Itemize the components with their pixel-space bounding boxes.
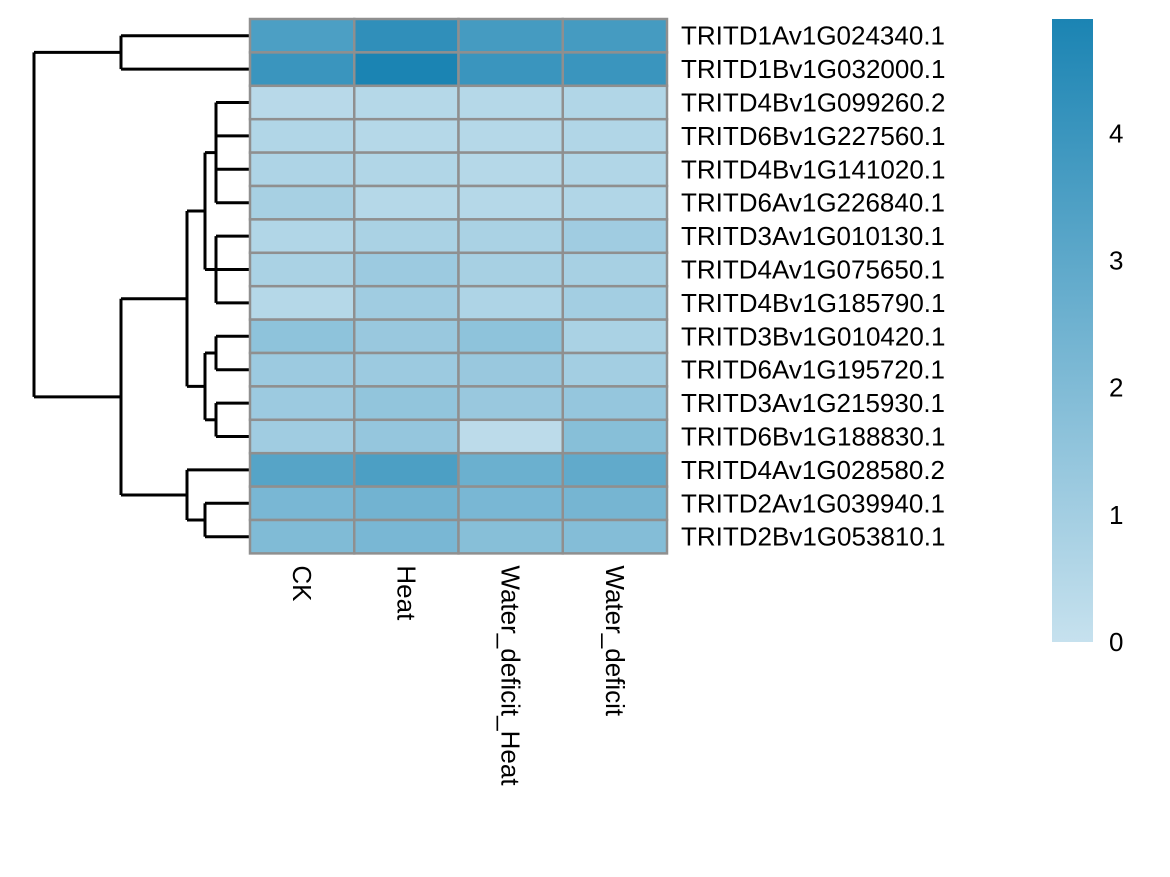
row-dendrogram xyxy=(32,34,249,539)
color-legend: 0 1 2 3 4 xyxy=(1052,19,1123,657)
heatmap-cell xyxy=(353,84,460,121)
heatmap-cell xyxy=(353,351,460,388)
heatmap-cell xyxy=(561,51,669,88)
heatmap-cell xyxy=(248,318,356,355)
heatmap-cell xyxy=(561,418,669,455)
heatmap-cell xyxy=(561,117,669,154)
heatmap-cells xyxy=(248,17,669,555)
heatmap-cell xyxy=(353,485,460,522)
heatmap-cell xyxy=(457,418,564,455)
row-label: TRITD2Av1G039940.1 xyxy=(681,488,945,518)
heatmap-cell xyxy=(561,518,669,555)
heatmap-cell xyxy=(248,385,356,422)
row-label: TRITD6Bv1G227560.1 xyxy=(681,121,945,151)
column-label: Heat xyxy=(391,565,421,621)
row-label: TRITD4Bv1G141020.1 xyxy=(681,154,945,184)
heatmap-cell xyxy=(561,351,669,388)
heatmap-cell xyxy=(248,117,356,154)
heatmap-cell xyxy=(353,518,460,555)
heatmap-cell xyxy=(561,485,669,522)
heatmap-cell xyxy=(561,84,669,121)
heatmap-cell xyxy=(457,117,564,154)
heatmap-cell xyxy=(248,151,356,188)
column-label: Water_deficit_Heat xyxy=(496,565,526,786)
heatmap-cell xyxy=(248,485,356,522)
heatmap-cell xyxy=(353,418,460,455)
heatmap-cell xyxy=(457,218,564,255)
heatmap-cell xyxy=(457,151,564,188)
heatmap-cell xyxy=(457,385,564,422)
heatmap-cell xyxy=(248,17,356,54)
legend-tick-label: 2 xyxy=(1109,373,1123,403)
heatmap-cell xyxy=(353,385,460,422)
row-label: TRITD4Av1G028580.2 xyxy=(681,455,945,485)
heatmap-cell xyxy=(353,284,460,321)
heatmap-cell xyxy=(457,318,564,355)
row-label: TRITD4Bv1G099260.2 xyxy=(681,88,945,118)
legend-color-bar xyxy=(1052,19,1093,642)
heatmap-cell xyxy=(457,184,564,221)
column-labels: CK Heat Water_deficit_Heat Water_deficit xyxy=(287,565,630,786)
row-label: TRITD4Av1G075650.1 xyxy=(681,255,945,285)
row-label: TRITD3Av1G010130.1 xyxy=(681,221,945,251)
row-label: TRITD6Av1G226840.1 xyxy=(681,188,945,218)
legend-tick-label: 1 xyxy=(1109,500,1123,530)
heatmap-cell xyxy=(248,84,356,121)
heatmap-cell xyxy=(561,318,669,355)
heatmap-cell xyxy=(457,84,564,121)
heatmap-cell xyxy=(561,218,669,255)
legend-tick-label: 4 xyxy=(1109,118,1123,148)
column-label: Water_deficit xyxy=(600,565,630,717)
heatmap-cell xyxy=(248,251,356,288)
heatmap-cell xyxy=(457,284,564,321)
row-label: TRITD4Bv1G185790.1 xyxy=(681,288,945,318)
heatmap-cell xyxy=(353,184,460,221)
heatmap-cell xyxy=(457,485,564,522)
legend-ticks: 0 1 2 3 4 xyxy=(1109,118,1123,657)
row-label: TRITD3Bv1G010420.1 xyxy=(681,321,945,351)
row-label: TRITD2Bv1G053810.1 xyxy=(681,522,945,552)
heatmap-cell xyxy=(248,351,356,388)
heatmap-cell xyxy=(457,451,564,488)
heatmap-cell xyxy=(353,17,460,54)
heatmap-cell xyxy=(457,17,564,54)
row-label: TRITD1Bv1G032000.1 xyxy=(681,54,945,84)
heatmap-cell xyxy=(353,251,460,288)
legend-tick-label: 3 xyxy=(1109,246,1123,276)
heatmap-cell xyxy=(353,318,460,355)
heatmap-cell xyxy=(457,51,564,88)
column-label: CK xyxy=(287,565,317,602)
heatmap-cell xyxy=(561,284,669,321)
heatmap-cell xyxy=(353,218,460,255)
heatmap-cell xyxy=(561,184,669,221)
heatmap-cell xyxy=(561,385,669,422)
heatmap-cell xyxy=(248,451,356,488)
heatmap-cell xyxy=(561,451,669,488)
row-label: TRITD1Av1G024340.1 xyxy=(681,21,945,51)
heatmap-cell xyxy=(248,184,356,221)
heatmap-cell xyxy=(457,251,564,288)
heatmap-cell xyxy=(248,51,356,88)
heatmap-cell xyxy=(248,518,356,555)
heatmap-cell xyxy=(457,518,564,555)
row-label: TRITD6Bv1G188830.1 xyxy=(681,422,945,452)
heatmap-cell xyxy=(353,51,460,88)
heatmap-cell xyxy=(561,151,669,188)
heatmap-cell xyxy=(248,284,356,321)
heatmap-cell xyxy=(248,218,356,255)
legend-tick-label: 0 xyxy=(1109,627,1123,657)
row-label: TRITD3Av1G215930.1 xyxy=(681,388,945,418)
heatmap-cell xyxy=(457,351,564,388)
heatmap-cell xyxy=(353,117,460,154)
heatmap-cell xyxy=(561,251,669,288)
row-label: TRITD6Av1G195720.1 xyxy=(681,355,945,385)
heatmap-cell xyxy=(561,17,669,54)
heatmap-cell xyxy=(353,151,460,188)
heatmap-cell xyxy=(353,451,460,488)
heatmap-cell xyxy=(248,418,356,455)
